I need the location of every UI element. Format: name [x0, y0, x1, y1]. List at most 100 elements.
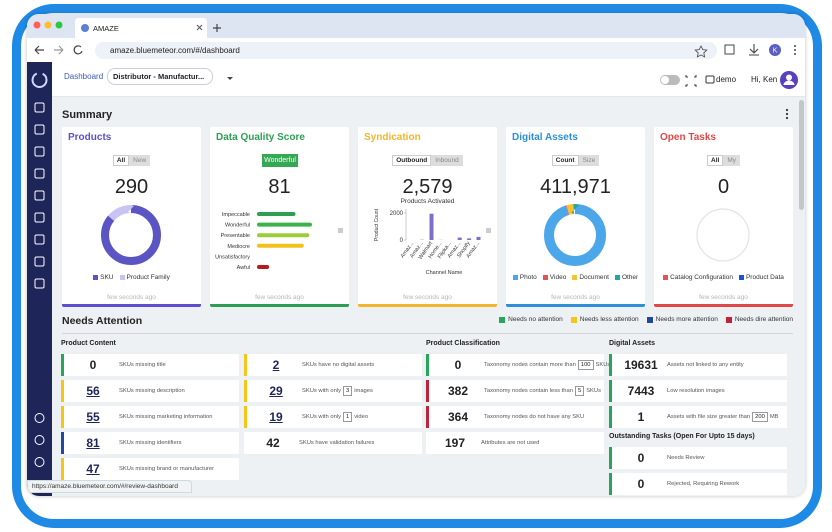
- item-count[interactable]: 55: [86, 410, 100, 424]
- extensions-icon[interactable]: [724, 44, 735, 55]
- nav-icon[interactable]: [34, 124, 45, 135]
- attention-item: 0 Taxonomy nodes contain more than 100 SKUs: [426, 354, 610, 376]
- item-label: Taxonomy nodes do not have any SKU: [484, 414, 585, 420]
- toggle: Count Size: [506, 155, 645, 166]
- bar: [467, 238, 472, 240]
- selector-caret: [227, 77, 233, 80]
- item-count[interactable]: 56: [86, 384, 100, 398]
- forward-button[interactable]: [54, 45, 64, 55]
- minimize-dot[interactable]: [44, 21, 52, 29]
- item-text: Needs Review: [667, 447, 704, 469]
- nav-icon[interactable]: [34, 457, 45, 467]
- nav-icon[interactable]: [34, 435, 45, 445]
- status-url: https://amaze.bluemeteor.com/#/review-da…: [32, 483, 178, 490]
- bookmark-icon[interactable]: [694, 45, 708, 58]
- item-threshold[interactable]: 200: [752, 412, 768, 422]
- breadcrumb[interactable]: Dashboard: [64, 72, 104, 81]
- legend-label: Needs less attention: [579, 316, 639, 323]
- toggle-option[interactable]: My: [723, 155, 740, 166]
- tab[interactable]: [75, 18, 207, 38]
- group-title: Digital Assets: [609, 340, 656, 347]
- item-count: 364: [447, 410, 469, 424]
- attention-item: 382 Taxonomy nodes contain less than 5 SKUs: [426, 380, 604, 402]
- card-value: 411,971: [540, 176, 611, 198]
- card-footer: few seconds ago: [403, 294, 452, 301]
- nav-icon[interactable]: [34, 190, 45, 201]
- bar: [429, 213, 434, 240]
- nav-icon[interactable]: [34, 278, 45, 289]
- nav-icon[interactable]: [34, 168, 45, 179]
- legend-item: Photo: [512, 274, 537, 281]
- bar-label: Mediocre: [227, 244, 250, 250]
- toggle-option[interactable]: Inbound: [431, 155, 463, 166]
- item-count[interactable]: 81: [86, 436, 100, 450]
- summary-card: Digital Assets Count Size 411,971 few second…: [506, 127, 645, 307]
- toggle-option[interactable]: All: [707, 155, 724, 166]
- address-bar[interactable]: [95, 42, 717, 59]
- item-count[interactable]: 2: [272, 358, 280, 372]
- legend-label: Document: [579, 274, 609, 281]
- reload-button[interactable]: [73, 45, 83, 55]
- download-icon[interactable]: [749, 44, 759, 56]
- nav-icon[interactable]: [34, 146, 45, 157]
- item-text: Attributes are not used: [481, 432, 539, 454]
- toggle-option[interactable]: New: [129, 155, 151, 166]
- item-text: SKUs missing marketing information: [119, 406, 212, 428]
- item-threshold[interactable]: 100: [577, 360, 594, 370]
- legend-item: Needs less attention: [570, 316, 639, 323]
- summary-menu[interactable]: [783, 107, 791, 121]
- card-footer: few seconds ago: [255, 294, 304, 301]
- item-threshold[interactable]: 5: [574, 386, 585, 396]
- legend-item: Product Data: [738, 274, 784, 281]
- toggle-option[interactable]: All: [112, 155, 130, 166]
- donut-segment: [544, 204, 606, 266]
- menu-dots[interactable]: [794, 53, 796, 55]
- legend-swatch: [570, 316, 577, 323]
- attention-item: 42 SKUs have validation failures: [244, 432, 422, 454]
- item-count[interactable]: 19: [269, 410, 283, 424]
- toggle: Outbound Inbound: [358, 155, 497, 166]
- item-label: Taxonomy nodes contain less than: [484, 388, 573, 394]
- new-tab[interactable]: [213, 24, 221, 32]
- card-chart: [544, 204, 606, 266]
- attention-item: 55 SKUs missing marketing information: [61, 406, 239, 428]
- toggle-option[interactable]: Count: [551, 155, 579, 166]
- nav-icon[interactable]: [34, 102, 45, 113]
- bar: [257, 233, 310, 238]
- item-count[interactable]: 47: [86, 462, 100, 476]
- distributor-selector[interactable]: Distributor - Manufactur...: [107, 68, 213, 85]
- item-threshold[interactable]: 1: [342, 412, 353, 422]
- item-count[interactable]: 29: [269, 384, 283, 398]
- toggle-option[interactable]: Outbound: [392, 155, 432, 166]
- toggle-option[interactable]: Size: [578, 155, 600, 166]
- nav-icon[interactable]: [34, 256, 45, 267]
- y-tick-label: 2000: [390, 211, 404, 217]
- item-count: 0: [637, 477, 645, 491]
- bar: [257, 243, 304, 248]
- legend-item: SKU: [93, 274, 114, 281]
- card-value: 81: [268, 176, 291, 198]
- attention-item: 2 SKUs have no digital assets: [244, 354, 422, 376]
- card-value: 0: [717, 176, 730, 198]
- summary-card: Impeccable Wonderful Presentable Mediocre Un…: [210, 127, 349, 307]
- legend: SKU Product Family: [62, 274, 201, 281]
- card-chart: [692, 204, 754, 266]
- nav-icon[interactable]: [34, 234, 45, 245]
- profile-avatar[interactable]: [769, 44, 781, 56]
- greeting: Hi, Ken: [751, 75, 778, 84]
- legend-item: Needs more attention: [646, 316, 718, 323]
- tab-close[interactable]: [196, 24, 203, 31]
- workspace-name[interactable]: demo: [716, 75, 737, 84]
- legend-swatch: [542, 275, 548, 280]
- zoom-dot[interactable]: [55, 21, 63, 29]
- fullscreen-icon[interactable]: [685, 75, 697, 87]
- chart-handle: [338, 228, 343, 233]
- close-dot[interactable]: [33, 21, 41, 29]
- nav-icon[interactable]: [34, 413, 45, 423]
- item-threshold[interactable]: 3: [342, 386, 353, 396]
- nav-icon[interactable]: [34, 212, 45, 223]
- url-text[interactable]: amaze.bluemeteor.com/#/dashboard: [110, 46, 240, 55]
- scrollbar[interactable]: [799, 100, 804, 210]
- item-label: SKUs have validation failures: [299, 440, 375, 446]
- back-button[interactable]: [34, 45, 44, 55]
